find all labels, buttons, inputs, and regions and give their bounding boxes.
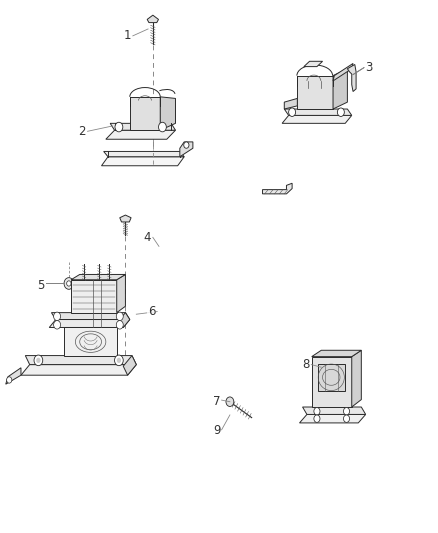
Polygon shape — [120, 215, 131, 222]
Polygon shape — [49, 319, 130, 327]
Polygon shape — [333, 69, 347, 109]
Polygon shape — [119, 313, 130, 327]
Text: 2: 2 — [78, 125, 86, 138]
Polygon shape — [160, 97, 176, 130]
Circle shape — [36, 358, 41, 363]
Polygon shape — [347, 64, 356, 92]
Circle shape — [343, 415, 350, 422]
Text: 5: 5 — [37, 279, 44, 292]
Text: 7: 7 — [213, 395, 221, 408]
Circle shape — [343, 408, 350, 415]
Polygon shape — [123, 356, 136, 375]
Text: 1: 1 — [124, 29, 131, 42]
Polygon shape — [352, 350, 361, 407]
Circle shape — [115, 122, 123, 132]
Polygon shape — [51, 313, 130, 319]
Polygon shape — [180, 142, 193, 157]
Polygon shape — [25, 356, 136, 365]
Polygon shape — [71, 280, 117, 313]
Text: 9: 9 — [213, 424, 221, 438]
Circle shape — [117, 358, 121, 363]
Polygon shape — [284, 109, 352, 115]
Circle shape — [226, 397, 234, 407]
Circle shape — [34, 355, 43, 366]
Circle shape — [67, 281, 71, 286]
Polygon shape — [300, 415, 366, 423]
Text: 8: 8 — [302, 358, 310, 371]
Text: 3: 3 — [365, 61, 373, 74]
Circle shape — [337, 108, 344, 116]
Polygon shape — [6, 368, 21, 384]
Circle shape — [53, 312, 60, 320]
Polygon shape — [147, 15, 159, 22]
Polygon shape — [312, 357, 352, 407]
Polygon shape — [262, 183, 292, 194]
Polygon shape — [106, 130, 176, 139]
Polygon shape — [318, 364, 345, 391]
Polygon shape — [64, 327, 117, 356]
Polygon shape — [284, 99, 297, 109]
Circle shape — [314, 415, 320, 422]
Text: 6: 6 — [148, 305, 155, 318]
Circle shape — [116, 320, 123, 329]
Polygon shape — [333, 63, 353, 81]
Polygon shape — [117, 274, 125, 313]
Circle shape — [289, 108, 296, 116]
Polygon shape — [304, 61, 322, 67]
Polygon shape — [104, 151, 184, 157]
Polygon shape — [102, 157, 184, 166]
Text: 4: 4 — [143, 231, 151, 244]
Circle shape — [184, 142, 189, 148]
Polygon shape — [303, 407, 366, 415]
Circle shape — [115, 355, 123, 366]
Circle shape — [7, 377, 12, 383]
Circle shape — [53, 320, 60, 329]
Polygon shape — [21, 365, 136, 375]
Polygon shape — [282, 115, 352, 123]
Polygon shape — [297, 76, 333, 109]
Circle shape — [314, 408, 320, 415]
Circle shape — [159, 122, 166, 132]
Circle shape — [116, 312, 123, 320]
Polygon shape — [71, 274, 125, 280]
Circle shape — [64, 278, 74, 289]
Polygon shape — [110, 123, 176, 130]
Polygon shape — [312, 350, 361, 357]
Polygon shape — [130, 97, 160, 130]
